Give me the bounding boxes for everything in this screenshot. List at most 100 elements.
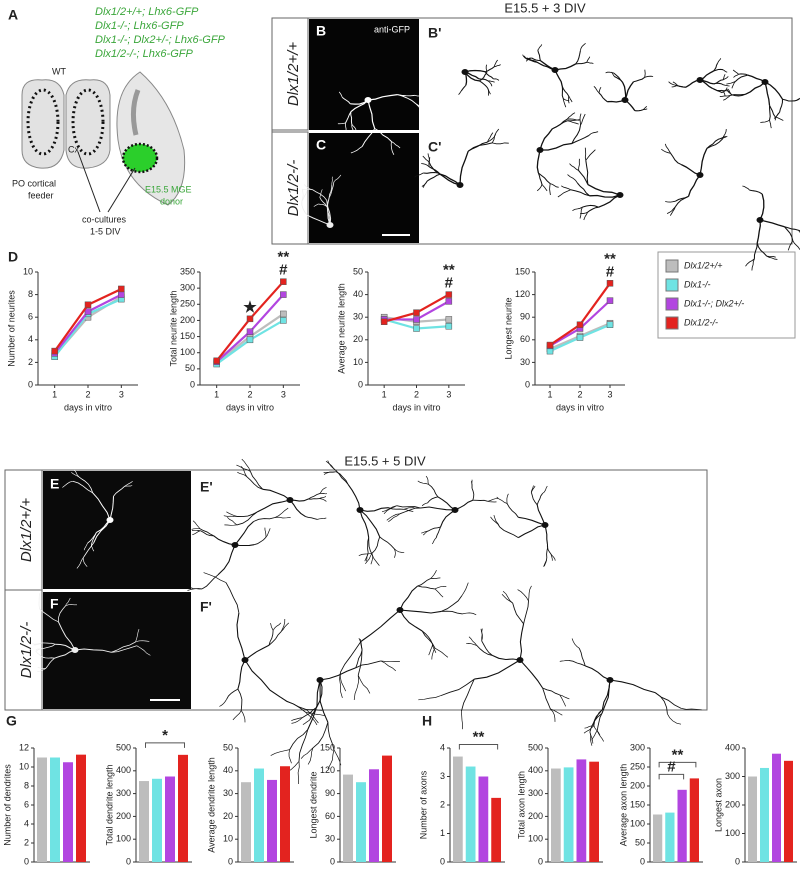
neurite [479, 80, 488, 89]
neurite [491, 128, 500, 144]
neurite [361, 128, 376, 147]
neurite [571, 125, 582, 144]
neurite [415, 103, 429, 110]
neurite [523, 600, 529, 624]
neurite [38, 593, 40, 609]
neurite [396, 505, 421, 509]
neurite [280, 618, 286, 632]
soma [696, 172, 704, 178]
neurite [730, 93, 746, 96]
neurite [721, 87, 728, 93]
neurite [339, 672, 343, 698]
neurite [345, 111, 352, 124]
neurite [370, 554, 374, 565]
point [445, 322, 453, 330]
neurite [589, 712, 603, 732]
x-axis-label: days in vitro [392, 402, 440, 412]
neurite [227, 517, 238, 526]
bar [491, 797, 501, 862]
neurite [374, 128, 392, 142]
y-tick-label: 4 [28, 334, 33, 344]
row-label: Dlx1/2-/- [18, 622, 35, 679]
legend-swatch [665, 316, 679, 330]
y-axis-label: Number of dendrites [2, 764, 12, 846]
soma [551, 67, 559, 73]
neurite [236, 612, 246, 661]
neurite [381, 505, 397, 513]
neurite [760, 119, 770, 123]
neurite [668, 81, 676, 86]
neurite [699, 148, 708, 176]
bar [465, 766, 476, 862]
bar [76, 754, 86, 862]
neurite [732, 69, 739, 75]
y-tick-label: 90 [520, 312, 530, 322]
legend-swatch [665, 297, 679, 311]
neurite [379, 536, 395, 550]
neurite [706, 138, 719, 149]
neurite [544, 524, 548, 544]
neurite [583, 212, 588, 221]
neurite [731, 93, 746, 97]
neurite [467, 142, 493, 152]
neurite [318, 203, 328, 208]
neurite [237, 471, 248, 477]
neurite [312, 722, 329, 749]
y-tick-label: 0 [358, 379, 363, 389]
neurite [327, 749, 335, 770]
neurite [307, 747, 314, 765]
neurite [493, 78, 500, 81]
neurite [571, 638, 580, 649]
soma [541, 522, 549, 528]
neurite [468, 636, 478, 646]
neurite [428, 483, 439, 498]
y-tick-label: 120 [515, 289, 530, 299]
y-tick-label: 400 [528, 765, 543, 775]
neurite [249, 471, 264, 490]
neurite [192, 530, 201, 536]
neurite [518, 524, 546, 539]
significance-bracket [145, 742, 185, 748]
point [576, 334, 584, 341]
neurite [268, 630, 274, 646]
y-tick-label: 500 [528, 742, 543, 752]
neurite [429, 166, 441, 175]
neurite [472, 499, 488, 502]
neurite [289, 499, 306, 518]
neurite [559, 694, 567, 707]
neurite [291, 717, 303, 722]
bar [152, 778, 162, 862]
neurite [471, 488, 475, 501]
neurite [237, 511, 258, 518]
neurite [537, 44, 543, 51]
neurite [270, 623, 274, 631]
neurite [745, 258, 755, 267]
genotype: Dlx1-/-; Dlx2+/-; Lhx6-GFP [95, 34, 226, 46]
neurite [253, 536, 267, 546]
neurite [309, 707, 317, 721]
neurite [232, 710, 242, 721]
neurite [461, 711, 463, 730]
neurite [274, 507, 289, 518]
neurite [568, 659, 586, 667]
neurite [587, 206, 599, 213]
bar [356, 782, 366, 862]
soma [106, 517, 114, 523]
label: feeder [28, 190, 54, 200]
neurite [111, 645, 137, 653]
point [576, 321, 584, 328]
y-tick-label: 40 [223, 765, 233, 775]
y-tick-label: 0 [190, 379, 195, 389]
legend-label: Dlx1/2+/+ [684, 260, 723, 270]
neurite [434, 588, 444, 598]
neurite [264, 527, 267, 538]
neurite [598, 92, 608, 103]
neurite [136, 645, 151, 656]
point [246, 328, 254, 335]
neurite [578, 170, 589, 185]
neurite [32, 642, 42, 645]
neurite [579, 206, 583, 219]
neurite [542, 485, 548, 494]
neurite [319, 189, 323, 198]
bar [139, 781, 149, 862]
